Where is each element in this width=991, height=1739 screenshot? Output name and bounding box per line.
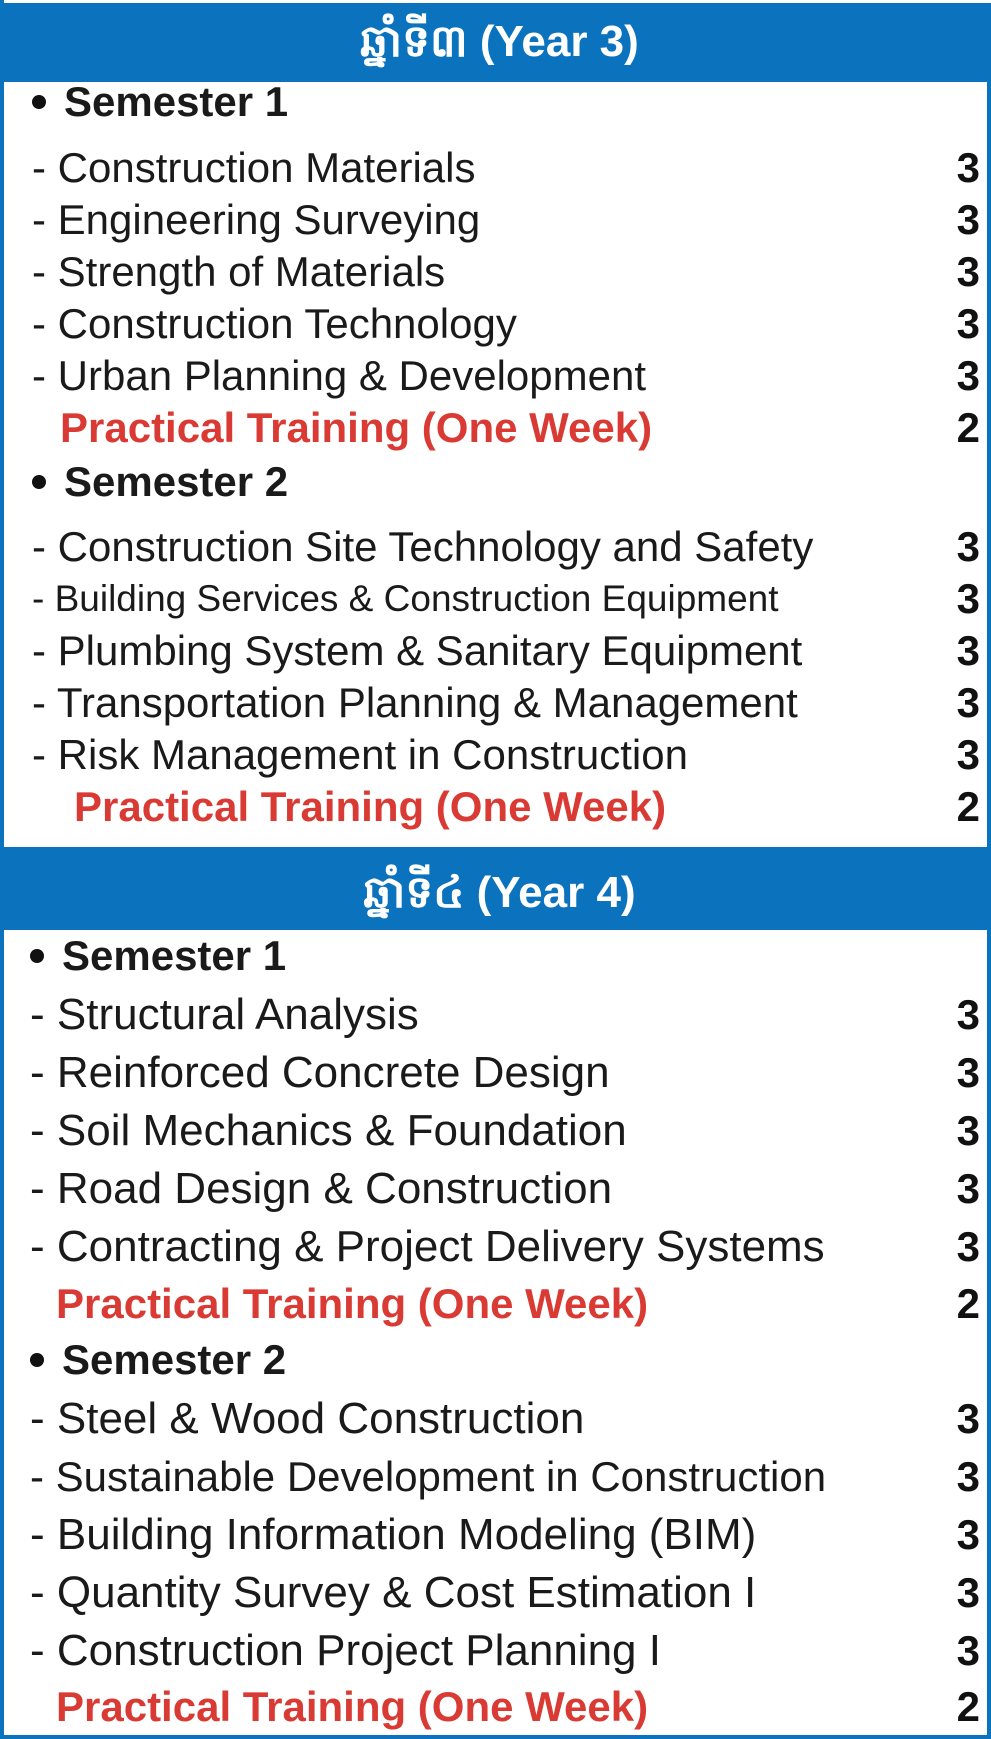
course-name: - Risk Management in Construction — [32, 731, 688, 778]
course-credit: 3 — [956, 248, 980, 295]
practical-row: Practical Training (One Week) 2 — [56, 1681, 980, 1733]
bullet-icon — [32, 95, 46, 109]
course-name: - Soil Mechanics & Foundation — [30, 1106, 627, 1155]
course-name: - Building Information Modeling (BIM) — [30, 1510, 757, 1559]
practical-credit: 2 — [956, 404, 980, 451]
course-credit: 3 — [956, 1049, 980, 1096]
semester-label: Semester 2 — [64, 458, 289, 505]
bullet-icon — [32, 475, 46, 489]
course-credit: 3 — [956, 1107, 980, 1154]
course-row: - Construction Materials 3 — [32, 142, 980, 194]
semester-label: Semester 1 — [62, 932, 287, 979]
course-row: - Building Services & Construction Equip… — [32, 573, 980, 625]
course-credit: 3 — [956, 731, 980, 778]
course-credit: 3 — [956, 575, 980, 622]
course-name: - Sustainable Development in Constructio… — [30, 1453, 827, 1500]
course-name: - Construction Project Planning I — [30, 1626, 661, 1675]
course-name: - Urban Planning & Development — [32, 352, 647, 399]
course-credit: 3 — [956, 1569, 980, 1616]
practical-credit: 2 — [956, 783, 980, 830]
course-row: - Urban Planning & Development 3 — [32, 350, 980, 402]
semester-label: Semester 2 — [62, 1336, 287, 1383]
course-row: - Steel & Wood Construction 3 — [30, 1393, 980, 1445]
course-credit: 3 — [956, 1395, 980, 1442]
y4-semester1-heading: Semester 1 — [30, 930, 978, 982]
course-credit: 3 — [956, 1453, 980, 1500]
course-name: - Road Design & Construction — [30, 1164, 613, 1213]
course-row: - Transportation Planning & Management 3 — [32, 677, 980, 729]
course-row: - Road Design & Construction 3 — [30, 1163, 980, 1215]
course-row: - Construction Technology 3 — [32, 298, 980, 350]
course-name: - Construction Site Technology and Safet… — [32, 523, 814, 570]
y4-semester2-heading: Semester 2 — [30, 1334, 978, 1386]
practical-row: Practical Training (One Week) 2 — [60, 402, 980, 454]
course-name: - Construction Materials — [32, 144, 476, 191]
course-row: - Engineering Surveying 3 — [32, 194, 980, 246]
course-row: - Structural Analysis 3 — [30, 989, 980, 1041]
year3-header: ឆ្នាំទី៣ (Year 3) — [4, 0, 991, 82]
course-name: - Steel & Wood Construction — [30, 1394, 585, 1443]
course-credit: 3 — [956, 144, 980, 191]
course-name: - Plumbing System & Sanitary Equipment — [32, 627, 803, 674]
y3-semester1-heading: Semester 1 — [32, 76, 980, 128]
course-row: - Building Information Modeling (BIM) 3 — [30, 1509, 980, 1561]
practical-name: Practical Training (One Week) — [60, 404, 653, 451]
course-credit: 3 — [956, 991, 980, 1038]
course-name: - Transportation Planning & Management — [32, 679, 798, 726]
course-row: - Risk Management in Construction 3 — [32, 729, 980, 781]
course-credit: 3 — [956, 1165, 980, 1212]
course-row: - Reinforced Concrete Design 3 — [30, 1047, 980, 1099]
course-credit: 3 — [956, 1627, 980, 1674]
course-credit: 3 — [956, 679, 980, 726]
course-name: - Engineering Surveying — [32, 196, 481, 243]
course-row: - Construction Project Planning I 3 — [30, 1625, 980, 1677]
practical-name: Practical Training (One Week) — [56, 1683, 649, 1730]
course-row: - Contracting & Project Delivery Systems… — [30, 1221, 980, 1273]
course-row: - Plumbing System & Sanitary Equipment 3 — [32, 625, 980, 677]
bullet-icon — [30, 1353, 44, 1367]
course-row: - Soil Mechanics & Foundation 3 — [30, 1105, 980, 1157]
course-credit: 3 — [956, 627, 980, 674]
course-name: - Reinforced Concrete Design — [30, 1048, 610, 1097]
practical-credit: 2 — [956, 1683, 980, 1730]
practical-row: Practical Training (One Week) 2 — [74, 781, 980, 833]
course-credit: 3 — [956, 1223, 980, 1270]
course-name: - Contracting & Project Delivery Systems — [30, 1222, 825, 1271]
course-credit: 3 — [956, 1511, 980, 1558]
course-name: - Structural Analysis — [30, 990, 419, 1039]
course-name: - Building Services & Construction Equip… — [32, 578, 779, 619]
course-name: - Quantity Survey & Cost Estimation I — [30, 1568, 757, 1617]
course-credit: 3 — [956, 196, 980, 243]
practical-name: Practical Training (One Week) — [56, 1280, 649, 1327]
year4-header: ឆ្នាំទី៤ (Year 4) — [4, 847, 991, 930]
course-name: - Construction Technology — [32, 300, 517, 347]
course-row: - Quantity Survey & Cost Estimation I 3 — [30, 1567, 980, 1619]
practical-credit: 2 — [956, 1280, 980, 1327]
practical-name: Practical Training (One Week) — [74, 783, 667, 830]
y3-semester2-heading: Semester 2 — [32, 456, 980, 508]
course-name: - Strength of Materials — [32, 248, 446, 295]
course-credit: 3 — [956, 300, 980, 347]
course-credit: 3 — [956, 523, 980, 570]
course-row: - Construction Site Technology and Safet… — [32, 521, 980, 573]
bullet-icon — [30, 949, 44, 963]
practical-row: Practical Training (One Week) 2 — [56, 1278, 980, 1330]
course-row: - Sustainable Development in Constructio… — [30, 1451, 980, 1503]
course-credit: 3 — [956, 352, 980, 399]
semester-label: Semester 1 — [64, 78, 289, 125]
course-row: - Strength of Materials 3 — [32, 246, 980, 298]
